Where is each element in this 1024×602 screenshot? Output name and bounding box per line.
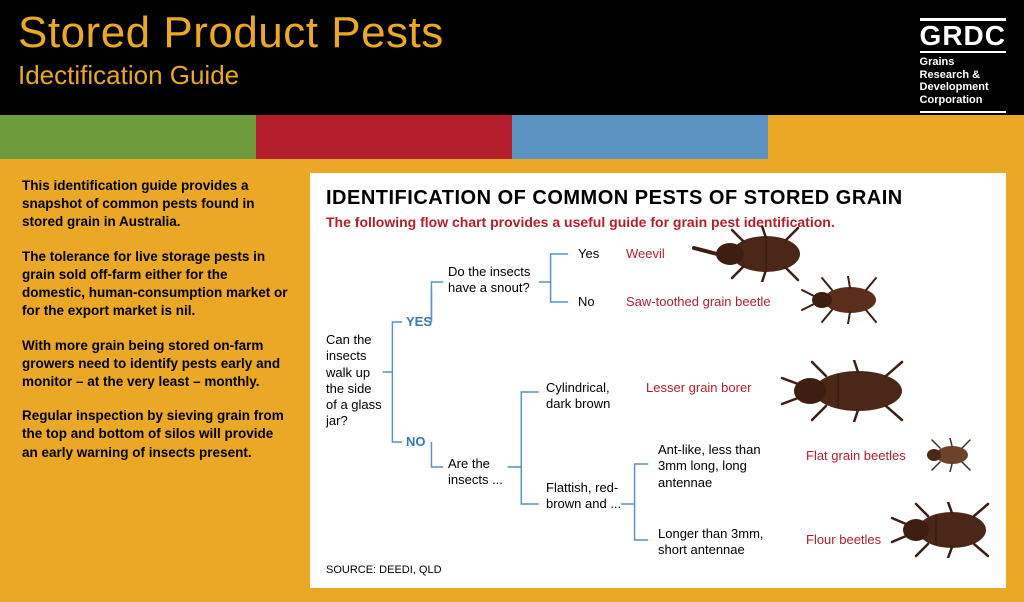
pest-flatbeetle: Flat grain beetles (806, 448, 906, 464)
label-snout-yes: Yes (578, 246, 599, 262)
page-title: Stored Product Pests (18, 8, 1006, 58)
node-antlike: Ant-like, less than 3mm long, long anten… (658, 442, 788, 491)
node-root: Can the insects walk up the side of a gl… (326, 332, 384, 430)
source-label: SOURCE: DEEDI, QLD (326, 564, 442, 576)
page-subtitle: Idectification Guide (18, 60, 1006, 91)
node-snout: Do the insects have a snout? (448, 264, 544, 297)
content-row: This identification guide provides a sna… (0, 159, 1024, 602)
stripe-yellow (768, 115, 1024, 159)
main-subtitle: The following flow chart provides a usef… (326, 214, 990, 230)
intro-p1: This identification guide provides a sna… (22, 177, 288, 232)
bug-flatbeetle-icon (918, 438, 974, 472)
logo-main: GRDC (920, 18, 1006, 53)
label-snout-no: No (578, 294, 595, 310)
intro-p2: The tolerance for live storage pests in … (22, 248, 288, 321)
stripe-red (256, 115, 512, 159)
flowchart: Can the insects walk up the side of a gl… (326, 242, 990, 572)
node-cylindrical: Cylindrical, dark brown (546, 380, 626, 413)
bug-weevil-icon (686, 226, 816, 282)
main-panel: IDENTIFICATION OF COMMON PESTS OF STORED… (310, 173, 1006, 588)
main-title: IDENTIFICATION OF COMMON PESTS OF STORED… (326, 187, 990, 210)
label-yes: YES (406, 314, 432, 330)
pest-lesser: Lesser grain borer (646, 380, 752, 396)
node-longer: Longer than 3mm, short antennae (658, 526, 788, 559)
pest-sawtooth: Saw-toothed grain beetle (626, 294, 771, 310)
header: Stored Product Pests Idectification Guid… (0, 0, 1024, 115)
label-no: NO (406, 434, 426, 450)
intro-p4: Regular inspection by sieving grain from… (22, 407, 288, 462)
bug-lesser-icon (768, 360, 918, 422)
node-are: Are the insects ... (448, 456, 512, 489)
pest-flour: Flour beetles (806, 532, 881, 548)
stripe-blue (512, 115, 768, 159)
pest-weevil: Weevil (626, 246, 665, 262)
grdc-logo: GRDC Grains Research & Development Corpo… (920, 18, 1006, 113)
bug-sawtooth-icon (798, 276, 884, 324)
node-flattish: Flattish, red-brown and ... (546, 480, 626, 513)
sidebar: This identification guide provides a sna… (0, 159, 310, 602)
intro-p3: With more grain being stored on-farm gro… (22, 337, 288, 392)
color-stripe (0, 115, 1024, 159)
bug-flour-icon (886, 502, 996, 558)
stripe-green (0, 115, 256, 159)
logo-sub: Grains Research & Development Corporatio… (920, 56, 1006, 113)
